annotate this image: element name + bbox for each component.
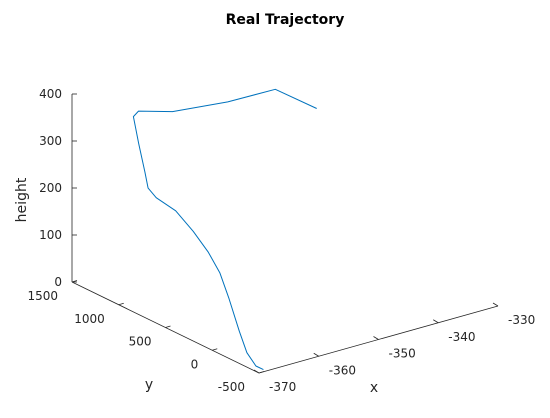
x-axis-label: x <box>370 380 378 396</box>
x-tick-mark <box>253 369 260 374</box>
y-tick-mark <box>258 371 265 374</box>
x-tick-mark <box>313 352 319 357</box>
y-tick-label-1: 0 <box>191 357 199 371</box>
x-tick-label-0: -370 <box>269 380 296 394</box>
trajectory-line <box>132 88 317 371</box>
x-tick-label-1: -360 <box>329 363 356 377</box>
x-tick-mark <box>373 336 379 340</box>
x-tick-label-4: -330 <box>508 313 535 327</box>
x-tick-mark <box>433 319 439 324</box>
x-tick-label-2: -350 <box>389 347 416 361</box>
y-tick-mark <box>165 325 171 328</box>
z-tick-label-0: 0 <box>54 275 62 289</box>
x-tick-label-3: -340 <box>448 330 475 344</box>
y-axis-label: y <box>145 377 153 393</box>
chart-title: Real Trajectory <box>226 12 345 28</box>
ticks: 0 100 200 300 400 -500 0 500 1000 1500 -370 -360 -35… <box>27 87 535 394</box>
x-tick-mark <box>492 302 499 307</box>
y-tick-mark <box>71 280 78 283</box>
z-tick-label-3: 300 <box>39 134 62 148</box>
y-tick-label-4: 1500 <box>27 289 58 303</box>
axes <box>71 94 499 374</box>
z-tick-label-1: 100 <box>39 228 62 242</box>
y-tick-mark <box>212 348 218 351</box>
y-tick-label-2: 500 <box>129 335 152 349</box>
y-tick-mark <box>118 302 124 306</box>
z-tick-label-4: 400 <box>39 87 62 101</box>
y-tick-label-3: 1000 <box>74 312 105 326</box>
z-tick-label-2: 200 <box>39 181 62 195</box>
z-axis-label: height <box>14 177 30 222</box>
y-tick-label-0: -500 <box>218 380 245 394</box>
